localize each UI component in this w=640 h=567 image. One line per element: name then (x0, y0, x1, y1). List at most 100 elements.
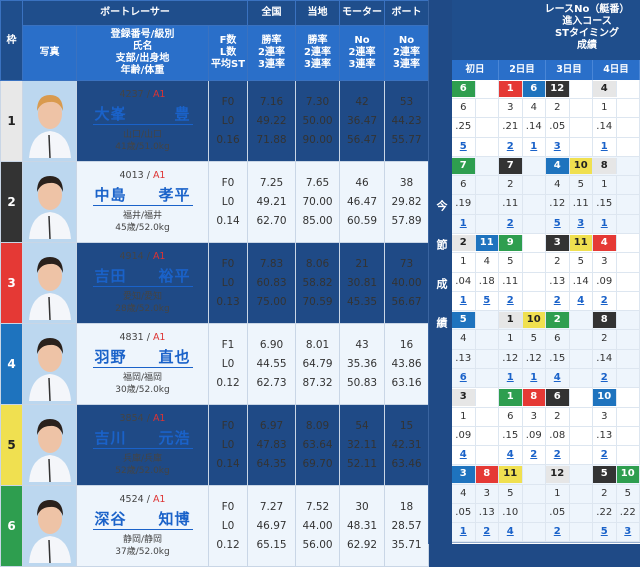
race-number-box[interactable]: 3 (546, 235, 570, 251)
race-number-box[interactable]: 11 (476, 235, 500, 251)
race-number-box[interactable]: 4 (593, 235, 617, 251)
course-value: 2 (546, 99, 570, 117)
day-header: 4日目 (593, 60, 640, 80)
race-number-box[interactable]: 7 (499, 158, 523, 174)
racer-name-link[interactable]: 大峯 豊 (93, 103, 193, 125)
race-number-box[interactable]: 1 (499, 81, 523, 97)
rank-value[interactable]: 3 (570, 215, 594, 233)
stat-value: F0 (209, 174, 247, 193)
rank-value[interactable]: 1 (523, 369, 547, 387)
race-number-box[interactable]: 4 (593, 81, 617, 97)
course-value: 5 (499, 485, 523, 503)
rank-value[interactable]: 3 (546, 138, 570, 156)
rank-value[interactable]: 4 (499, 523, 523, 541)
stat-value: 30.81 (340, 274, 384, 293)
race-number-box[interactable]: 8 (476, 466, 500, 482)
rank-value[interactable]: 2 (593, 369, 617, 387)
race-number-box[interactable]: 10 (617, 466, 640, 482)
rank-value[interactable]: 2 (593, 292, 617, 310)
racer-name-link[interactable]: 吉川 元浩 (93, 427, 193, 449)
racer-name-link[interactable]: 深谷 知博 (93, 508, 193, 530)
race-number-box[interactable]: 2 (546, 312, 570, 328)
race-number-box[interactable]: 3 (452, 466, 476, 482)
rank-value[interactable]: 4 (546, 369, 570, 387)
course-value: 4 (523, 99, 547, 117)
rank-value[interactable]: 2 (476, 523, 500, 541)
rank-value[interactable]: 5 (546, 215, 570, 233)
race-number-box[interactable]: 6 (546, 389, 570, 405)
race-number-box[interactable]: 6 (523, 81, 547, 97)
rank-value[interactable]: 4 (452, 446, 476, 464)
race-number-box[interactable]: 12 (546, 466, 570, 482)
race-number-box[interactable]: 8 (593, 158, 617, 174)
rank-value[interactable]: 1 (452, 292, 476, 310)
race-number-box[interactable]: 7 (452, 158, 476, 174)
st-value: .12 (546, 195, 570, 213)
race-number-box[interactable]: 10 (570, 158, 594, 174)
rank-value[interactable]: 1 (593, 215, 617, 233)
st-value (617, 273, 640, 291)
race-number-box[interactable]: 11 (570, 235, 594, 251)
racer-class: A1 (153, 413, 166, 424)
st-value (476, 118, 500, 136)
rank-value[interactable]: 2 (546, 446, 570, 464)
race-number-box[interactable]: 4 (546, 158, 570, 174)
race-number-box[interactable]: 1 (499, 389, 523, 405)
st-value (570, 504, 594, 522)
rank-value[interactable]: 5 (593, 523, 617, 541)
race-number-box[interactable]: 10 (593, 389, 617, 405)
rank-value[interactable]: 2 (499, 292, 523, 310)
rank-value[interactable]: 2 (546, 523, 570, 541)
rank-value[interactable]: 2 (546, 292, 570, 310)
racer-photo (23, 81, 77, 162)
rank-value[interactable]: 1 (499, 369, 523, 387)
st-value: .14 (570, 273, 594, 291)
rank-value[interactable]: 2 (499, 138, 523, 156)
rank-value[interactable]: 4 (499, 446, 523, 464)
rank-value[interactable]: 6 (452, 369, 476, 387)
branch-hometown: 静岡/静岡 (77, 534, 208, 546)
rank-value[interactable]: 1 (593, 138, 617, 156)
racer-name-link[interactable]: 羽野 直也 (93, 346, 193, 368)
rank-value[interactable]: 1 (452, 523, 476, 541)
racer-name-link[interactable]: 中島 孝平 (93, 184, 193, 206)
empty-cell (570, 311, 594, 329)
racer-name-link[interactable]: 吉田 裕平 (93, 265, 193, 287)
race-number-box[interactable]: 1 (499, 312, 523, 328)
rank-value[interactable]: 2 (593, 446, 617, 464)
rank-value[interactable]: 5 (452, 138, 476, 156)
stat-value: 47.83 (248, 436, 295, 455)
race-number-box[interactable]: 2 (452, 235, 476, 251)
race-number-box[interactable]: 12 (546, 81, 570, 97)
rank-value[interactable]: 5 (476, 292, 500, 310)
race-number-box[interactable]: 3 (452, 389, 476, 405)
header-line: 2連率 (340, 47, 384, 59)
current-series-label: 今節成績 (429, 200, 453, 356)
race-number-box[interactable]: 6 (452, 81, 476, 97)
rank-value[interactable]: 3 (617, 523, 640, 541)
rank-value[interactable]: 1 (452, 215, 476, 233)
rank-value[interactable]: 2 (499, 215, 523, 233)
course-value: 5 (617, 485, 640, 503)
rank-value[interactable]: 2 (523, 446, 547, 464)
rank-value[interactable]: 1 (523, 138, 547, 156)
race-number-box[interactable]: 10 (523, 312, 547, 328)
racer-photo-image (23, 486, 77, 563)
race-number-box[interactable]: 5 (452, 312, 476, 328)
race-number-box[interactable]: 8 (593, 312, 617, 328)
header-line: 氏名 (77, 41, 208, 53)
race-number-box[interactable]: 8 (523, 389, 547, 405)
race-number-box[interactable]: 5 (593, 466, 617, 482)
race-number-box[interactable]: 9 (499, 235, 523, 251)
race-number-box[interactable]: 11 (499, 466, 523, 482)
rank-value[interactable]: 4 (570, 292, 594, 310)
stat-value: 56.67 (385, 293, 428, 312)
header-line: 平均ST (209, 59, 247, 71)
